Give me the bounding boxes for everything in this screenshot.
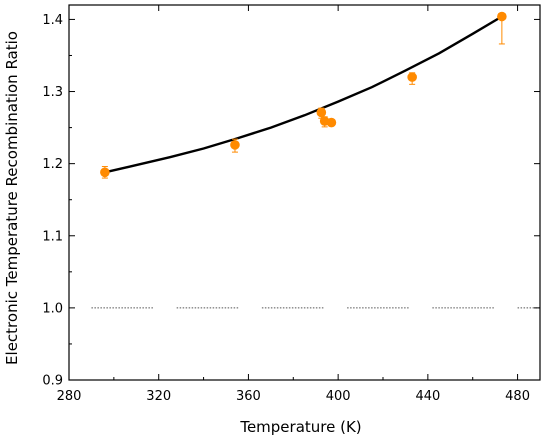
y-tick-label: 1.0 bbox=[42, 301, 63, 316]
data-point bbox=[100, 167, 110, 178]
y-tick-label: 1.4 bbox=[42, 13, 63, 28]
y-tick-label: 0.9 bbox=[42, 374, 63, 389]
x-tick-label: 280 bbox=[57, 389, 82, 404]
data-point bbox=[407, 72, 417, 82]
x-tick-label: 440 bbox=[415, 389, 440, 404]
y-axis-label: Electronic Temperature Recombination Rat… bbox=[3, 31, 21, 365]
x-tick-label: 400 bbox=[326, 389, 351, 404]
data-points-layer bbox=[100, 11, 507, 179]
x-axis-label: Temperature (K) bbox=[239, 418, 361, 436]
x-tick-label: 320 bbox=[146, 389, 171, 404]
ticks-layer: 280 320 360 400 440 480 0.9 1.0 1.1 1.2 1.3 1.4 bbox=[42, 5, 540, 404]
plot-frame bbox=[68, 4, 541, 381]
data-point bbox=[316, 107, 327, 118]
x-tick-label: 360 bbox=[236, 389, 261, 404]
y-tick-label: 1.2 bbox=[42, 157, 63, 172]
axes-layer bbox=[68, 4, 541, 381]
fit-curve bbox=[104, 15, 503, 174]
data-point bbox=[497, 11, 507, 22]
fit-curve-layer bbox=[104, 15, 503, 174]
data-point bbox=[230, 140, 240, 150]
y-tick-label: 1.3 bbox=[42, 85, 63, 100]
data-point bbox=[326, 117, 337, 128]
x-tick-label: 480 bbox=[505, 389, 530, 404]
y-tick-label: 1.1 bbox=[42, 229, 63, 244]
